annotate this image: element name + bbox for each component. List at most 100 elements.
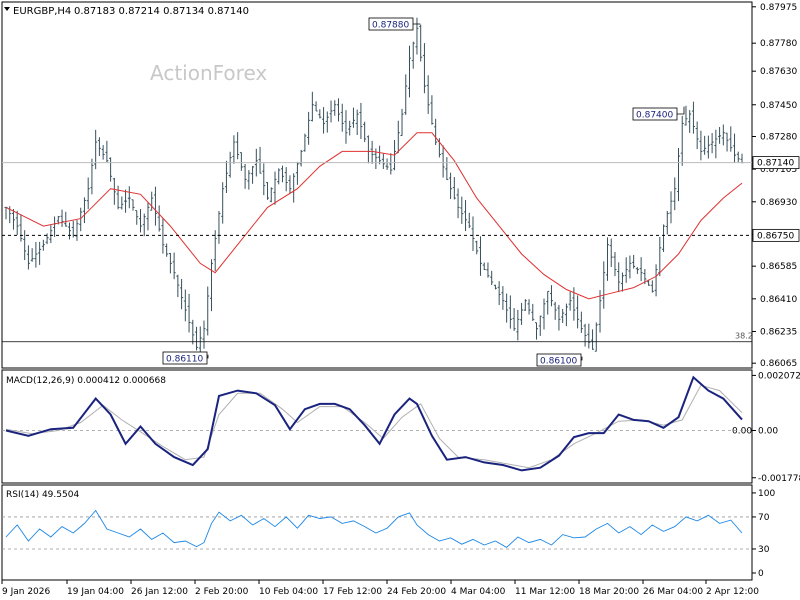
price-bar <box>385 158 389 170</box>
price-bar <box>288 175 292 195</box>
price-bar <box>138 209 142 233</box>
rsi-level-lines <box>2 516 752 550</box>
macd-panel <box>1 369 753 484</box>
price-bar <box>520 302 524 325</box>
price-bar <box>60 209 64 227</box>
price-bar <box>617 262 621 293</box>
price-y-tick-label: 0.87450 <box>760 101 797 111</box>
annotation-label: 0.87880 <box>372 21 409 31</box>
price-bar <box>654 264 658 297</box>
price-bar <box>168 252 172 274</box>
price-bar <box>736 151 740 163</box>
rsi-y-tick-label: 0 <box>758 569 764 579</box>
price-bar <box>452 177 456 200</box>
price-bar <box>729 126 733 152</box>
price-bar <box>576 295 580 329</box>
level-label: 0.86750 <box>757 231 794 241</box>
price-bar <box>191 319 195 345</box>
price-bar <box>676 147 680 202</box>
annotation-box <box>368 17 414 31</box>
x-tick-label: 9 Jan 2026 <box>2 587 50 597</box>
price-bar <box>337 98 341 122</box>
price-bar <box>262 163 266 196</box>
price-bar <box>699 130 703 161</box>
price-bar <box>404 74 408 115</box>
price-bar <box>721 124 725 146</box>
price-bar <box>150 191 154 211</box>
price-bar <box>549 285 553 307</box>
fib-38-2-label: 38.2 <box>735 332 753 341</box>
price-bar <box>467 212 471 229</box>
price-bar <box>251 165 255 184</box>
price-bar <box>587 323 591 349</box>
dropdown-triangle-icon[interactable] <box>4 7 10 11</box>
price-bar <box>228 151 232 178</box>
price-bar <box>703 135 707 155</box>
price-bar <box>318 109 322 119</box>
price-bar <box>243 164 247 189</box>
price-bar <box>493 284 497 290</box>
price-bar <box>381 153 385 170</box>
price-bar <box>594 322 598 352</box>
price-bar <box>501 286 505 310</box>
price-annotation: 0.86100 <box>536 353 583 367</box>
price-bar <box>639 257 643 282</box>
price-bar <box>38 241 42 265</box>
price-bar <box>583 323 587 347</box>
current-price-label: 0.87140 <box>757 159 794 169</box>
x-tick-label: 4 Mar 04:00 <box>451 587 506 597</box>
price-bar <box>15 210 19 235</box>
annotation-label: 0.86100 <box>540 357 577 367</box>
price-y-tick-label: 0.86065 <box>760 359 797 369</box>
price-panel <box>1 1 753 369</box>
price-bar <box>516 309 520 341</box>
price-bar <box>303 133 307 152</box>
price-bar <box>370 140 374 164</box>
x-tick-label: 11 Mar 12:00 <box>515 587 575 597</box>
price-bar <box>497 281 501 306</box>
price-bar <box>209 259 213 312</box>
rsi-panel <box>1 484 753 581</box>
price-bar <box>363 121 367 143</box>
price-annotations: 0.87880 0.87400 0.86110 0.86100 <box>162 17 685 367</box>
price-annotation: 0.87400 <box>632 106 685 121</box>
annotation-leader <box>413 23 421 25</box>
rsi-y-tick-label: 100 <box>758 489 775 499</box>
price-bar <box>325 111 329 133</box>
macd-y-tick-label: 0.00 <box>758 426 778 436</box>
price-y-tick-label: 0.86585 <box>760 262 797 272</box>
price-bar <box>64 211 68 227</box>
price-bar <box>598 290 602 333</box>
price-bar <box>49 225 53 244</box>
price-bar <box>441 145 445 178</box>
price-bar <box>606 237 610 281</box>
price-bar <box>101 145 105 160</box>
x-tick-label: 2 Feb 20:00 <box>195 587 249 597</box>
price-bar <box>79 207 83 232</box>
price-bar <box>632 254 636 269</box>
price-bar <box>172 252 176 280</box>
price-y-tick-label: 0.87630 <box>760 67 797 77</box>
price-bar <box>86 177 90 210</box>
price-bar <box>725 132 729 152</box>
price-bar <box>665 211 669 235</box>
price-bar <box>688 110 692 133</box>
price-bar <box>120 196 124 210</box>
price-bar <box>176 274 180 298</box>
price-bar <box>183 289 187 322</box>
annotation-box <box>536 353 582 367</box>
price-bar <box>23 230 27 261</box>
price-bar <box>602 261 606 309</box>
price-bar <box>695 121 699 150</box>
price-bar <box>180 278 184 310</box>
price-bar <box>135 210 139 225</box>
price-bar <box>628 255 632 279</box>
price-bar <box>344 110 348 144</box>
price-bar <box>187 293 191 333</box>
rsi-line <box>5 509 743 548</box>
price-bar <box>714 129 718 159</box>
price-bar <box>165 243 169 257</box>
price-y-tick-label: 0.87280 <box>760 132 797 142</box>
price-bar <box>359 102 363 140</box>
